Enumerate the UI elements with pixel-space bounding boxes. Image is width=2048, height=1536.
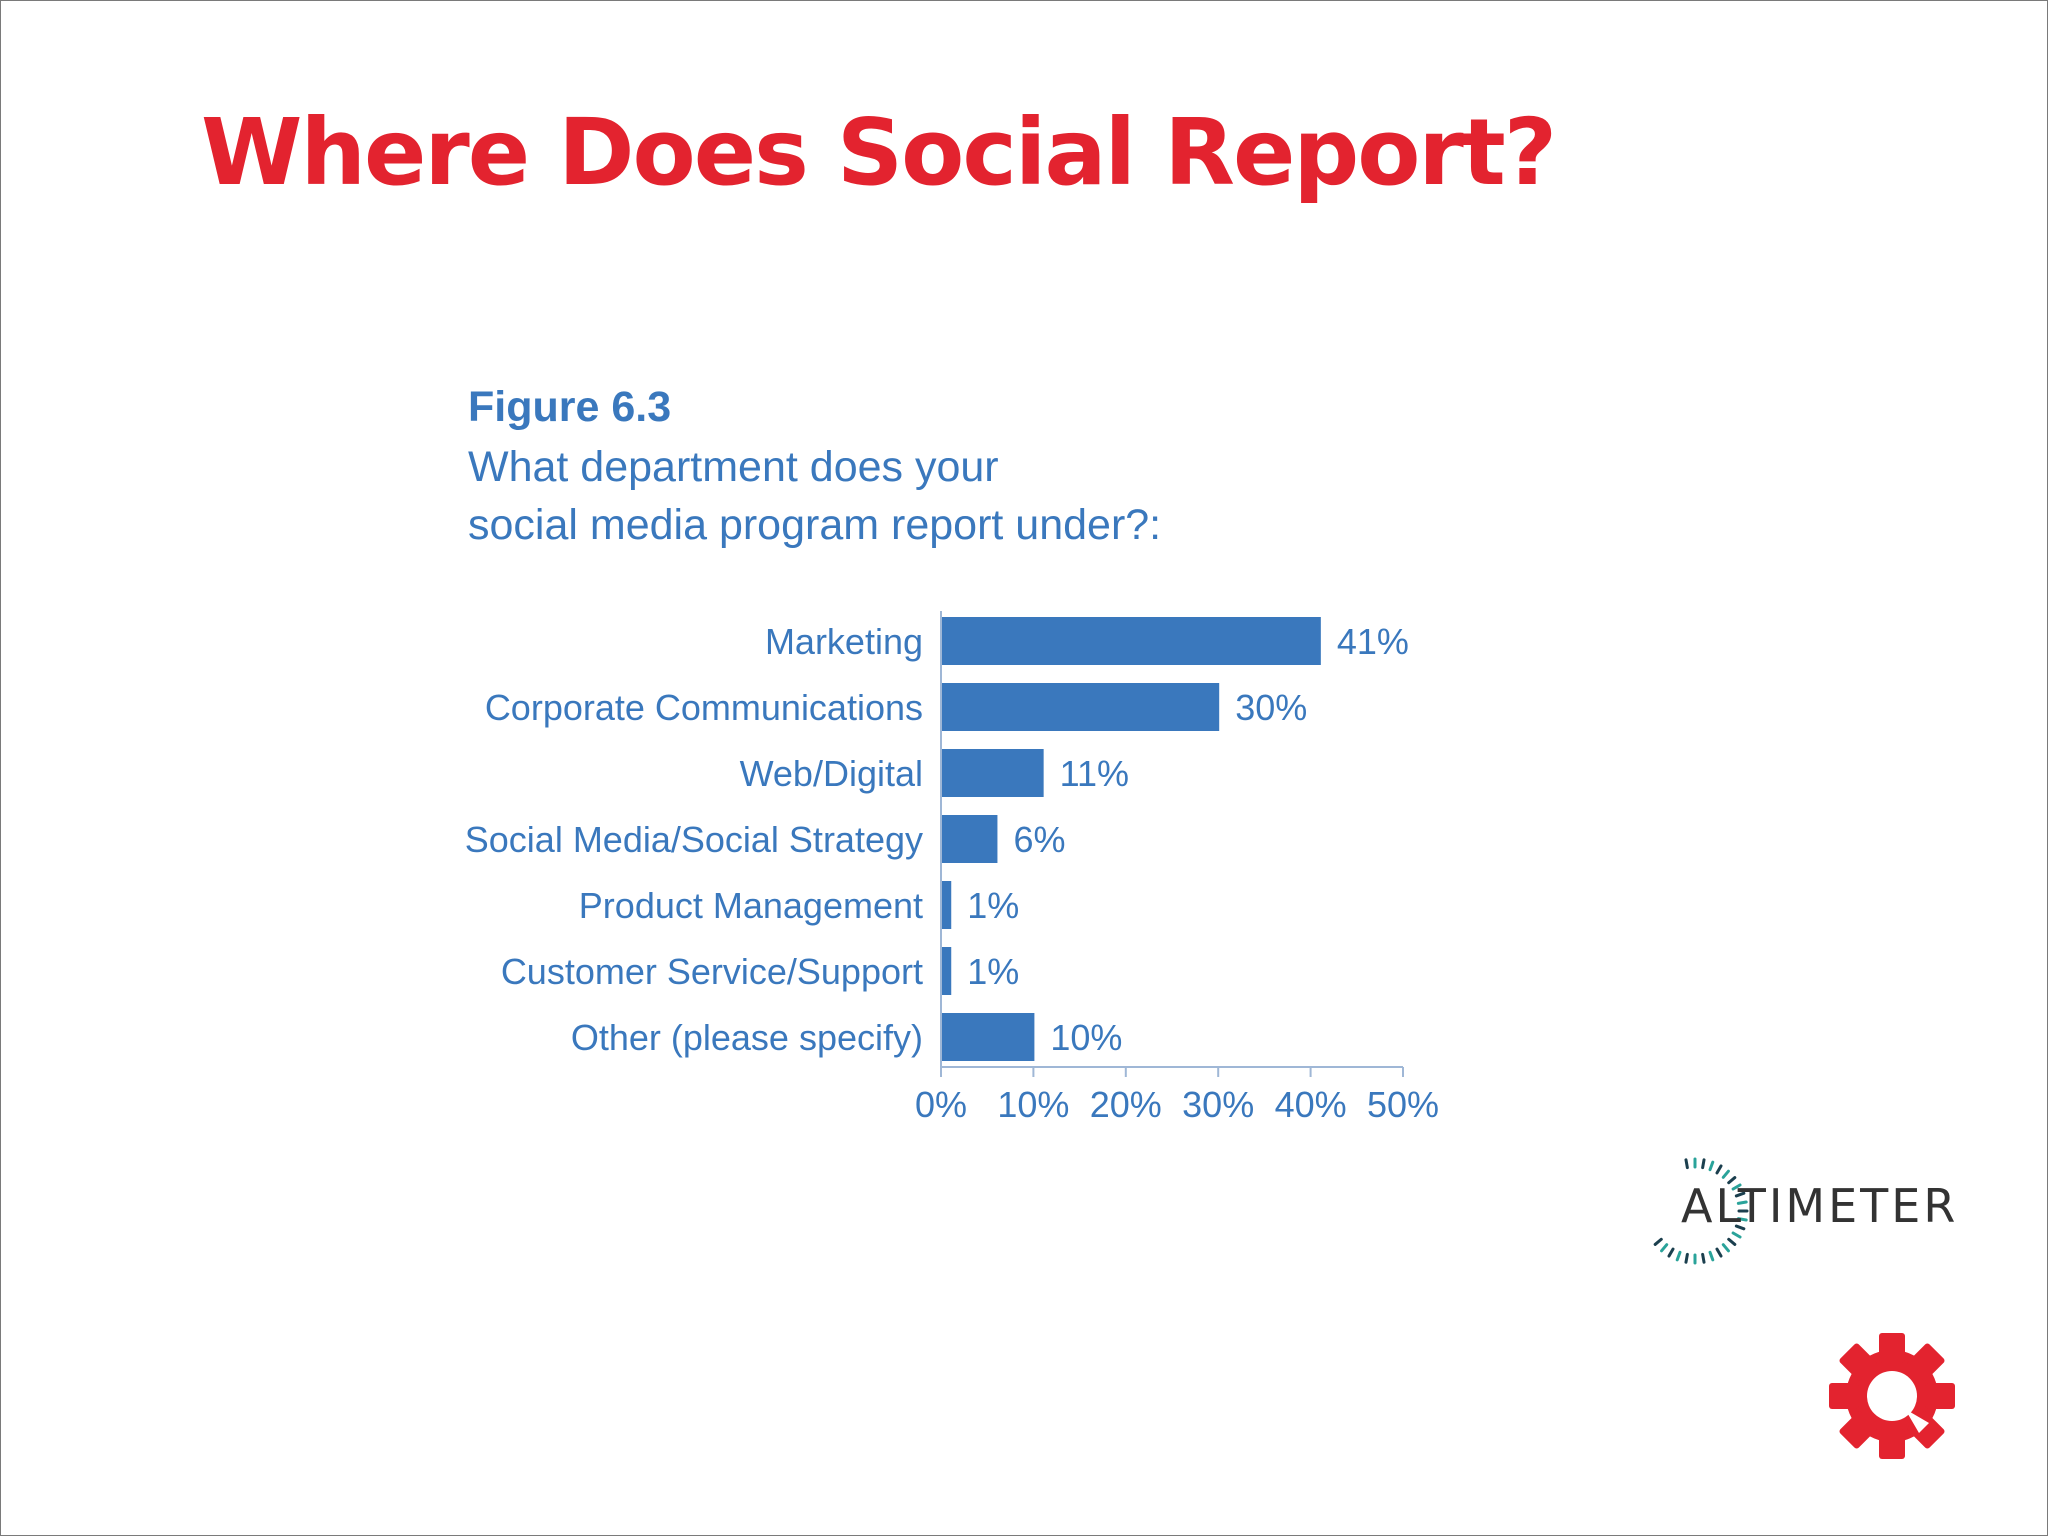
bar xyxy=(942,749,1044,797)
bar-value-label: 10% xyxy=(1050,1017,1122,1058)
bar xyxy=(942,815,998,863)
category-label: Social Media/Social Strategy xyxy=(465,819,923,860)
bar-value-label: 1% xyxy=(967,951,1019,992)
bar-value-label: 30% xyxy=(1235,687,1307,728)
category-label: Web/Digital xyxy=(740,753,923,794)
figure-question: What department does your social media p… xyxy=(468,438,1168,554)
category-label: Customer Service/Support xyxy=(501,951,923,992)
x-tick-label: 50% xyxy=(1367,1084,1439,1125)
category-label: Marketing xyxy=(765,621,923,662)
slide-title: Where Does Social Report? xyxy=(201,99,1557,206)
bar xyxy=(942,881,952,929)
x-tick-label: 30% xyxy=(1182,1084,1254,1125)
altimeter-dial-icon xyxy=(1653,1157,1749,1265)
bar-value-label: 41% xyxy=(1337,621,1409,662)
bar-value-label: 6% xyxy=(1013,819,1065,860)
bar xyxy=(942,617,1321,665)
altimeter-logo: ALTIMETER xyxy=(1635,1151,1965,1271)
x-tick-label: 0% xyxy=(915,1084,967,1125)
category-label: Product Management xyxy=(579,885,923,926)
category-label: Corporate Communications xyxy=(485,687,923,728)
category-label: Other (please specify) xyxy=(571,1017,923,1058)
bar-value-label: 1% xyxy=(967,885,1019,926)
bar xyxy=(942,947,952,995)
figure-label: Figure 6.3 xyxy=(468,383,672,431)
bar-value-label: 11% xyxy=(1060,753,1129,794)
x-tick-label: 20% xyxy=(1090,1084,1162,1125)
gear-logo-icon xyxy=(1829,1333,1955,1459)
figure-question-line-1: What department does your xyxy=(468,443,999,491)
x-tick-label: 10% xyxy=(997,1084,1069,1125)
bar xyxy=(942,683,1220,731)
bar xyxy=(942,1013,1035,1061)
x-tick-label: 40% xyxy=(1275,1084,1347,1125)
altimeter-logo-text: ALTIMETER xyxy=(1681,1179,1959,1233)
figure-question-line-2: social media program report under?: xyxy=(468,501,1162,549)
